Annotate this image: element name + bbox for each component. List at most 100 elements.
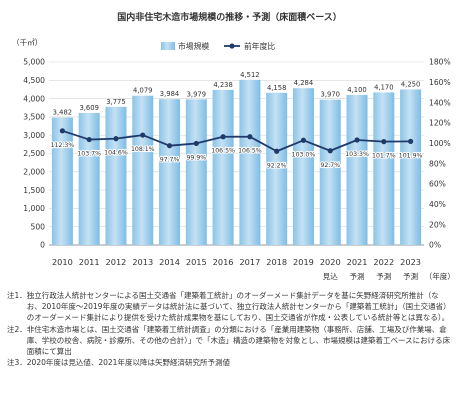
bar-2021 (346, 94, 368, 245)
bar-value-label-2020: 3,970 (321, 91, 340, 99)
bar-value-label-2016: 4,238 (213, 81, 232, 89)
bar-value-label-2012: 3,775 (106, 98, 125, 106)
ratio-value-labels: 112.3%103.7% 104.6%108.1% 97.7% 99.9% 106.5%… (49, 141, 423, 171)
bar-2011 (78, 112, 100, 245)
bar-value-label-2014: 3,984 (160, 90, 179, 98)
x-tick-label-2011: 2011 (79, 257, 100, 267)
ratio-point-2023 (408, 138, 414, 145)
ratio-value-label-2019: 103.0% (292, 151, 316, 158)
x-tick-sub-label-2021: 予測 (349, 271, 364, 281)
left-axis-tick-label: 4,500 (23, 76, 45, 85)
x-tick-label-2012: 2012 (106, 257, 127, 267)
x-tick-label-2022: 2022 (373, 257, 394, 267)
ratio-value-label-2018: 92.2% (267, 162, 287, 169)
ratio-point-2011 (86, 136, 92, 143)
ratio-value-label-2014: 97.7% (160, 157, 180, 164)
x-tick-label-2013: 2013 (132, 257, 153, 267)
footnote-1: 注1． 独立行政法人統計センターによる国土交通省「建築着工統計」のオーダーメード… (7, 290, 453, 324)
right-axis-tick-label: 20% (429, 220, 446, 229)
bar-value-label-2010: 3,482 (53, 109, 72, 117)
ratio-value-label-2012: 104.6% (104, 150, 128, 157)
footnote-label: 注2． (7, 324, 27, 334)
ratio-value-label-2017: 106.5% (238, 148, 262, 155)
legend-label-market-size: 市場規模 (178, 41, 209, 51)
left-axis-tick-label: 5,000 (23, 58, 45, 67)
left-axis: 0 500 1,000 1,500 2,000 2,500 3,000 3,500 4,000 4… (23, 58, 45, 250)
left-axis-unit-label: （千㎡） (12, 37, 42, 47)
right-axis-tick-label: 160% (429, 78, 451, 87)
legend-bar-swatch (161, 42, 175, 50)
right-axis-tick-label: 140% (429, 98, 451, 107)
ratio-point-2013 (140, 132, 146, 138)
footnote-text: 2020年度は見込値、2021年度以降は矢野経済研究所予測値 (26, 358, 230, 368)
left-axis-tick-label: 1,500 (23, 186, 45, 195)
legend-label-yoy-ratio: 前年度比 (244, 41, 275, 51)
bar-value-label-2013: 4,079 (133, 87, 152, 95)
ratio-point-2010 (59, 128, 65, 134)
left-axis-tick-label: 0 (40, 241, 45, 250)
bar-series-market-size (51, 79, 422, 246)
footnote-text: 独立行政法人統計センターによる国土交通省「建築着工統計」のオーダーメード集計デー… (26, 291, 451, 323)
bar-2017 (239, 79, 261, 245)
bar-2020 (319, 99, 341, 245)
left-axis-tick-label: 2,000 (23, 168, 45, 177)
bar-value-label-2017: 4,512 (240, 71, 259, 79)
x-tick-sub-label-2023: 予測 (403, 271, 418, 281)
ratio-line (62, 129, 411, 153)
ratio-point-2021 (354, 137, 360, 143)
legend: 市場規模 前年度比 (161, 41, 275, 51)
legend-line-marker (229, 43, 235, 49)
chart-title: 国内非住宅木造市場規模の推移・予測（床面積ベース） (117, 11, 342, 23)
ratio-value-label-2013: 108.1% (131, 146, 155, 153)
ratio-value-label-2020: 92.7% (320, 162, 340, 169)
bar-value-labels: 3,482 3,609 3,775 4,079 3,984 3,979 4,238 4,512… (53, 71, 421, 117)
ratio-value-label-2011: 103.7% (77, 151, 101, 158)
ratio-value-label-2015: 99.9% (186, 154, 206, 161)
footnote-label: 注1． (7, 291, 27, 300)
footnotes: 注1． 独立行政法人統計センターによる国土交通省「建築着工統計」のオーダーメード… (7, 290, 453, 368)
right-axis-tick-label: 180% (429, 58, 451, 67)
right-axis: 0% 20% 40% 60% 80% 100% 120% 140% 160% 180% (429, 58, 451, 250)
x-tick-label-2015: 2015 (186, 257, 207, 267)
ratio-point-2012 (113, 136, 119, 142)
x-tick-label-2017: 2017 (239, 257, 260, 267)
ratio-point-2015 (193, 140, 199, 147)
left-axis-tick-label: 1,000 (23, 204, 45, 213)
footnote-label: 注3． (7, 358, 27, 368)
footnote-text: 非住宅木造市場とは、国土交通省「建築着工統計調査」の分類における「産業用建築物（… (26, 324, 451, 357)
x-tick-label-2019: 2019 (293, 257, 314, 267)
footnote-2: 注2． 非住宅木造市場とは、国土交通省「建築着工統計調査」の分類における「産業用… (7, 324, 453, 358)
bar-2014 (159, 99, 181, 245)
x-tick-sub-label-2022: 予測 (376, 271, 391, 281)
bar-2019 (292, 88, 314, 245)
bar-2022 (373, 92, 395, 246)
bar-value-label-2021: 4,100 (347, 86, 366, 94)
ratio-value-label-2010: 112.3% (51, 142, 75, 149)
ratio-point-2020 (327, 148, 333, 154)
ratio-point-2014 (166, 143, 173, 149)
bar-value-label-2019: 4,284 (294, 79, 313, 87)
ratio-point-2016 (220, 134, 226, 140)
bar-2010 (51, 117, 73, 245)
ratio-point-2017 (247, 134, 253, 140)
left-axis-tick-label: 3,500 (23, 113, 45, 122)
right-axis-tick-label: 100% (429, 139, 451, 148)
bar-value-label-2015: 3,979 (187, 90, 206, 98)
x-tick-label-2014: 2014 (159, 257, 180, 267)
line-series-yoy-ratio (59, 128, 414, 154)
x-tick-label-2020: 2020 (320, 257, 341, 267)
left-axis-tick-label: 3,000 (23, 131, 45, 140)
right-axis-tick-label: 40% (429, 200, 446, 209)
ratio-value-label-2022: 101.7% (372, 153, 396, 160)
x-tick-label-2023: 2023 (400, 257, 421, 267)
x-tick-label-2021: 2021 (347, 257, 368, 267)
bar-value-label-2023: 4,250 (401, 80, 420, 88)
x-axis-unit-label: （年度） (425, 271, 455, 281)
right-axis-tick-label: 60% (429, 180, 446, 189)
bar-value-label-2018: 4,158 (267, 84, 286, 92)
ratio-point-2019 (300, 137, 307, 143)
x-tick-label-2016: 2016 (213, 257, 234, 267)
left-axis-tick-label: 4,000 (23, 94, 45, 103)
bar-value-label-2022: 4,170 (374, 83, 393, 91)
right-axis-tick-label: 0% (429, 241, 441, 250)
